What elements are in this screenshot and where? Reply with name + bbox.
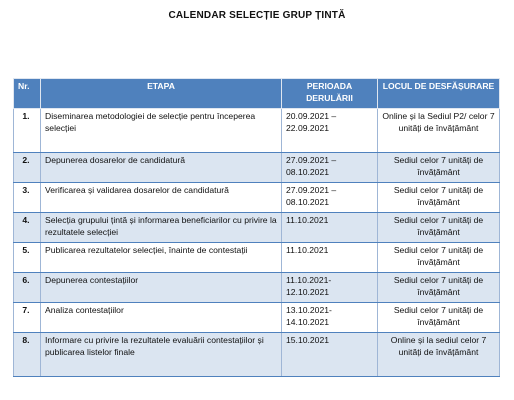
calendar-table: Nr. ETAPA PERIOADA DERULĂRII LOCUL DE DE… [13, 78, 500, 377]
row-perioada: 11.10.2021 [281, 242, 378, 273]
row-locul: Sediul celor 7 unități de învățământ [377, 152, 500, 183]
row-locul: Online și la sediul celor 7 unități de î… [377, 332, 500, 377]
table-header-row: Nr. ETAPA PERIOADA DERULĂRII LOCUL DE DE… [13, 78, 500, 109]
row-number: 8. [13, 332, 41, 377]
row-etapa: Selecția grupului țintă și informarea be… [40, 212, 282, 243]
row-locul: Online și la Sediul P2/ celor 7 unități … [377, 108, 500, 153]
row-locul: Sediul celor 7 unități de învățământ [377, 302, 500, 333]
row-etapa: Depunerea dosarelor de candidatură [40, 152, 282, 183]
row-etapa: Depunerea contestațiilor [40, 272, 282, 303]
row-perioada: 20.09.2021 – 22.09.2021 [281, 108, 378, 153]
row-number: 2. [13, 152, 41, 183]
row-perioada: 11.10.2021 [281, 212, 378, 243]
table-row: 6. Depunerea contestațiilor 11.10.2021- … [13, 272, 500, 303]
header-locul: LOCUL DE DESFĂȘURARE [377, 78, 500, 109]
row-etapa: Publicarea rezultatelor selecției, înain… [40, 242, 282, 273]
table-row: 4. Selecția grupului țintă și informarea… [13, 212, 500, 243]
row-locul: Sediul celor 7 unități de învățământ [377, 272, 500, 303]
table-row: 1. Diseminarea metodologiei de selecție … [13, 108, 500, 153]
row-perioada: 13.10.2021- 14.10.2021 [281, 302, 378, 333]
header-perioada: PERIOADA DERULĂRII [281, 78, 378, 109]
table-row: 3. Verificarea și validarea dosarelor de… [13, 182, 500, 213]
row-perioada: 27.09.2021 – 08.10.2021 [281, 152, 378, 183]
table-row: 8. Informare cu privire la rezultatele e… [13, 332, 500, 377]
row-etapa: Diseminarea metodologiei de selecție pen… [40, 108, 282, 153]
table-row: 7. Analiza contestațiilor 13.10.2021- 14… [13, 302, 500, 333]
header-nr: Nr. [13, 78, 41, 109]
row-locul: Sediul celor 7 unități de învățământ [377, 182, 500, 213]
row-locul: Sediul celor 7 unități de învățământ [377, 242, 500, 273]
header-etapa: ETAPA [40, 78, 282, 109]
page-title: CALENDAR SELECȚIE GRUP ȚINTĂ [168, 10, 346, 21]
row-perioada: 15.10.2021 [281, 332, 378, 377]
row-number: 4. [13, 212, 41, 243]
row-locul: Sediul celor 7 unități de învățământ [377, 212, 500, 243]
row-perioada: 11.10.2021- 12.10.2021 [281, 272, 378, 303]
row-number: 6. [13, 272, 41, 303]
row-etapa: Analiza contestațiilor [40, 302, 282, 333]
row-number: 1. [13, 108, 41, 153]
row-etapa: Verificarea și validarea dosarelor de ca… [40, 182, 282, 213]
table-row: 2. Depunerea dosarelor de candidatură 27… [13, 152, 500, 183]
row-number: 3. [13, 182, 41, 213]
row-number: 5. [13, 242, 41, 273]
table-row: 5. Publicarea rezultatelor selecției, în… [13, 242, 500, 273]
row-etapa: Informare cu privire la rezultatele eval… [40, 332, 282, 377]
row-perioada: 27.09.2021 – 08.10.2021 [281, 182, 378, 213]
row-number: 7. [13, 302, 41, 333]
